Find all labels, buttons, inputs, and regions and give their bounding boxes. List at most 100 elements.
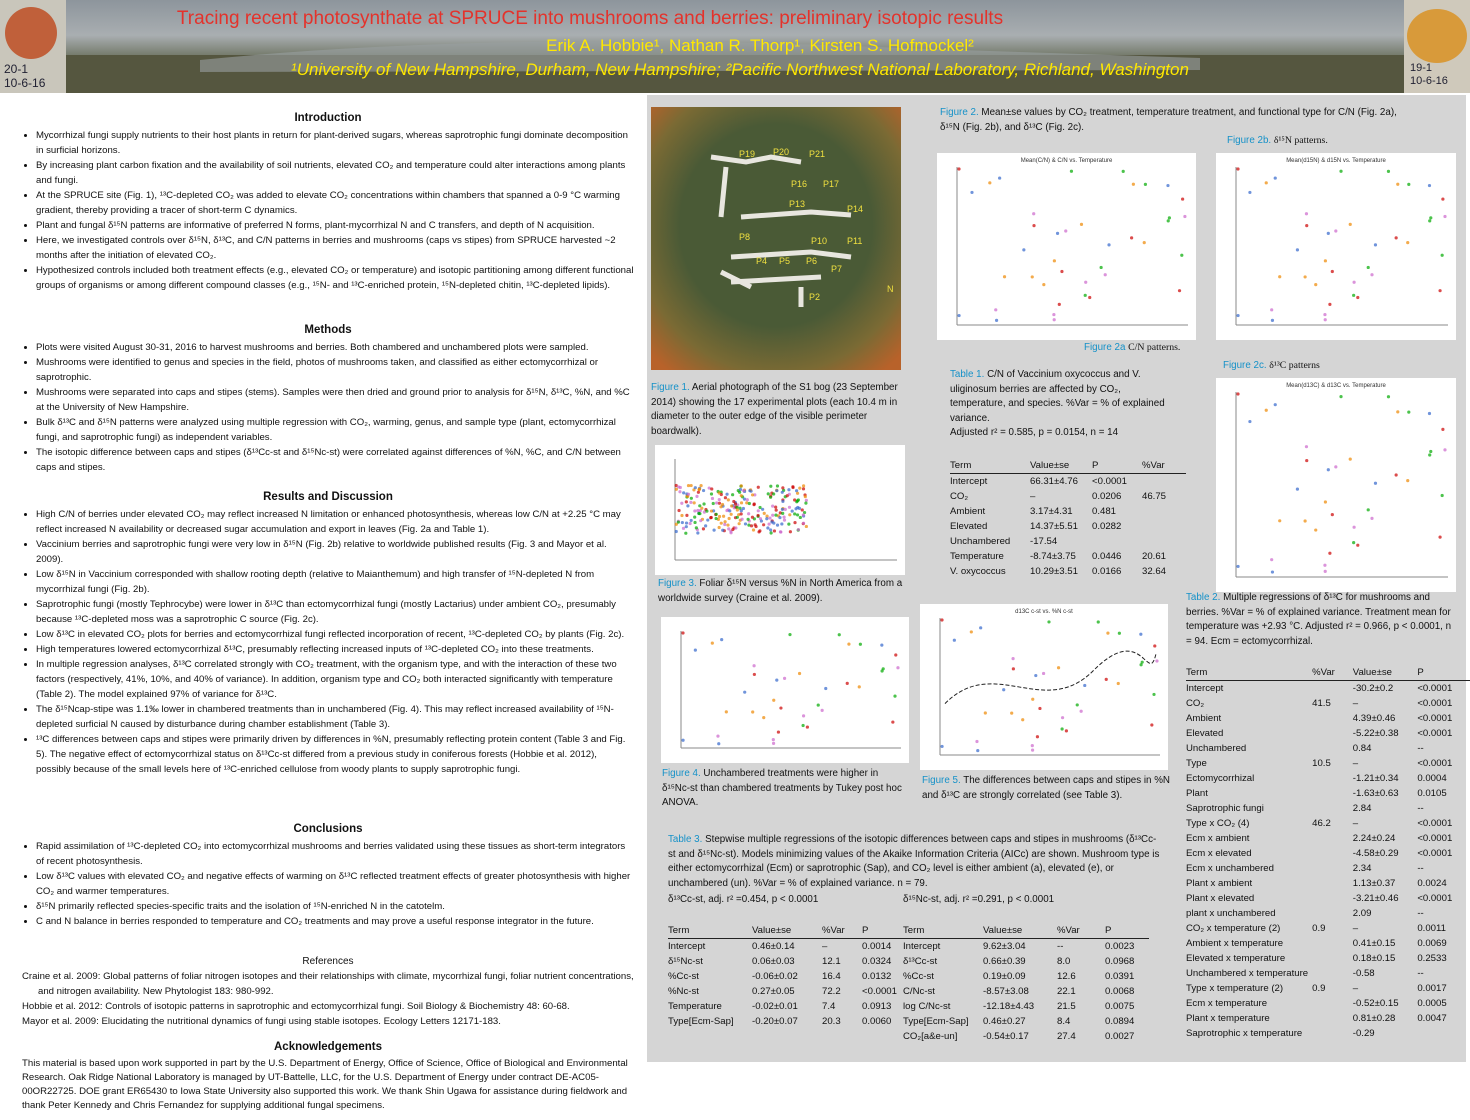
table-row: Elevated -5.22±0.38 <0.0001 [1186,726,1470,741]
table-cell: 10.5 [1312,758,1331,769]
figure-graphic [765,517,769,521]
table-cell [1312,891,1353,906]
caption-text: Unchambered treatments were higher in δ¹… [662,768,902,808]
figure-graphic [1099,265,1103,270]
bullet: The δ¹⁵Ncap-stipe was 1.1‰ lower in cham… [36,702,634,732]
plot-label: N [887,284,894,294]
figure-graphic [1440,493,1444,498]
table-row: Plant x ambient 1.13±0.37 0.0024 [1186,876,1470,891]
figure-graphic [796,498,801,502]
table-row: Ecm x unchambered 2.34 -- [1186,861,1470,876]
figure-graphic [1373,481,1378,485]
bullet: Here, we investigated controls over δ¹⁵N… [36,233,634,263]
figure-graphic [727,516,731,521]
figure-graphic [686,492,691,496]
figure-graphic [797,506,802,510]
bullet: Saprotrophic fungi (mostly Tephrocybe) w… [36,597,634,627]
table-cell: Type x CO₂ (4) [1186,818,1250,829]
bullet: The isotopic difference between caps and… [36,445,634,475]
table-cell: 0.0004 [1417,773,1447,784]
plot-label: P4 [756,256,767,266]
figure-graphic [1427,183,1432,188]
figure-graphic [1273,403,1277,407]
table-row: CO₂[a&e-un] -0.54±0.17 27.4 0.0027 [903,1029,1149,1044]
section: Introduction Mycorrhizal fungi supply nut… [22,110,634,293]
figure-graphic [771,504,775,508]
figure-graphic [1328,302,1332,306]
table-row: %Cc-st 0.19±0.09 12.6 0.0391 [903,969,1149,984]
figure-graphic [1060,269,1064,274]
table-cell: -- [1417,863,1424,874]
table-cell: plant x unchambered [1186,908,1276,919]
table-row: Ecm x temperature -0.52±0.15 0.0005 [1186,996,1470,1011]
figure-graphic [677,508,681,513]
table-row: Type[Ecm-Sap] -0.20±0.07 20.3 0.0060 [668,1014,906,1029]
caption-label: Table 3. [668,834,703,845]
figure-graphic [1155,659,1159,663]
figure-graphic [1304,445,1309,449]
figure-graphic [1441,427,1445,431]
figure-graphic [688,521,692,526]
plot-label: P21 [809,149,825,159]
section: Conclusions Rapid assimilation of ¹³C-dep… [22,821,634,929]
table-cell: 12.1 [822,956,841,967]
bullet: High C/N of berries under elevated CO₂ m… [36,507,634,537]
table-cell: <0.0001 [1417,758,1453,769]
figure-graphic [880,643,884,647]
table-cell: 0.66±0.39 [983,956,1026,967]
figure-graphic [695,494,699,498]
figure-graphic [1139,663,1143,667]
figure-graphic [957,167,961,171]
figure-graphic [780,490,784,494]
section-heading: Introduction [294,112,362,124]
table-cell: Elevated [1186,728,1224,739]
figure-graphic [705,509,709,513]
column-header: Value±se [1030,458,1092,474]
table-row: Elevated x temperature 0.18±0.15 0.2533 [1186,951,1470,966]
figure-graphic [704,524,708,528]
figure-graphic [1030,275,1034,279]
caption-text: C/N patterns. [1128,342,1181,353]
figure-graphic [920,604,1168,770]
table-cell: 0.06±0.03 [752,956,795,967]
table-row: Plant x elevated -3.21±0.46 <0.0001 [1186,891,1470,906]
table-cell [1312,726,1353,741]
table-cell: Type x temperature (2) [1186,983,1284,994]
caption-label: Figure 2a [1084,342,1126,353]
caption-label: Figure 2. [940,107,979,118]
table-cell: -3.21±0.46 [1352,893,1399,904]
figure-graphic [1011,667,1015,671]
figure-graphic [699,484,703,488]
figure-graphic [714,516,718,521]
figure-graphic [767,522,771,526]
table-cell: 0.481 [1092,506,1117,517]
figure-graphic [701,488,706,493]
figure-graphic [719,505,723,509]
figure-graphic [680,520,684,525]
figure-graphic [1030,743,1034,748]
table-cell: Unchambered [1186,743,1247,754]
figure-graphic [743,690,747,694]
caption-text: δ¹⁵N patterns. [1273,135,1328,146]
figure-graphic [1441,197,1445,201]
figure-graphic [772,529,777,533]
bullet-list: Mycorrhizal fungi supply nutrients to th… [22,128,634,293]
figure-graphic [750,515,755,519]
bullet-list: High C/N of berries under elevated CO₂ m… [22,507,634,777]
figure-graphic [793,521,797,525]
figure-graphic [1083,683,1087,688]
figure-graphic [1038,706,1042,711]
figure-graphic [858,642,862,646]
figure-graphic [801,487,806,491]
figure-graphic [952,638,956,642]
table-cell: – [1352,758,1359,769]
table-cell: Ecm x elevated [1186,848,1252,859]
table-cell: 0.0105 [1417,788,1447,799]
table-cell: <0.0001 [1417,698,1453,709]
caption-text: Foliar δ¹⁵N versus %N in North America f… [658,578,903,604]
figure-graphic [655,445,905,575]
figure-graphic [696,490,701,494]
figure-graphic [1326,231,1330,235]
plot-label: P17 [823,179,839,189]
figure-graphic [801,723,805,728]
